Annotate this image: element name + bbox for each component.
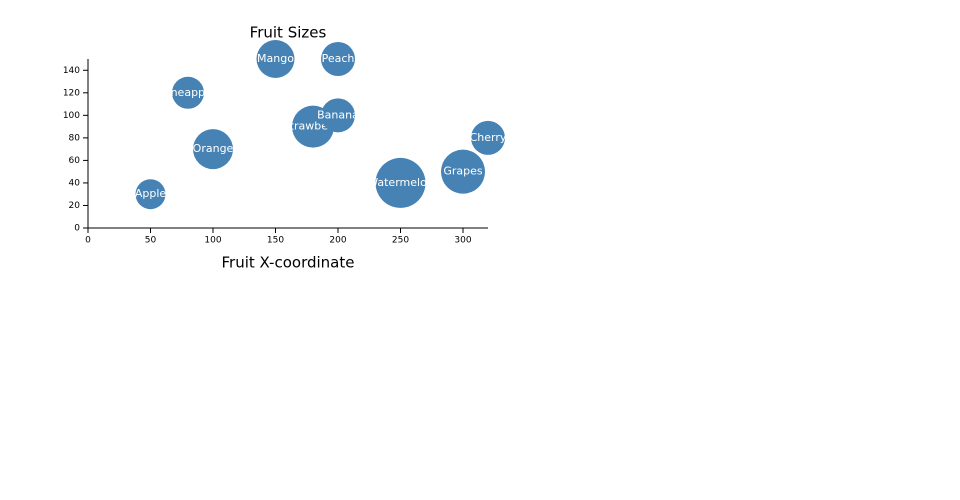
bubble-label: Grapes — [443, 165, 483, 178]
x-tick-label: 50 — [145, 236, 157, 246]
bubble-label: Banana — [317, 108, 359, 121]
bubble — [471, 120, 505, 155]
bubble-label: Mango — [257, 52, 294, 65]
y-tick-label: 100 — [63, 111, 80, 121]
y-tick-label: 60 — [69, 156, 81, 166]
y-tick-label: 20 — [69, 201, 81, 211]
x-tick-label: 0 — [85, 236, 91, 246]
bubble-label: Orange — [193, 142, 234, 155]
y-tick-label: 0 — [74, 224, 80, 234]
y-tick-label: 120 — [63, 88, 80, 98]
y-tick-label: 80 — [69, 133, 81, 143]
x-tick-label: 100 — [204, 236, 221, 246]
bubble-label: Cherry — [470, 131, 507, 144]
bubble — [375, 157, 426, 208]
chart-title: Fruit Sizes — [250, 24, 327, 42]
y-tick-label: 140 — [63, 66, 80, 76]
x-tick-label: 250 — [392, 236, 409, 246]
bubble — [321, 42, 355, 76]
x-tick-label: 300 — [454, 236, 471, 246]
bubble — [135, 179, 166, 210]
bubble-label: Apple — [135, 187, 167, 200]
bubble — [172, 76, 204, 109]
bubble-label: Pineapple — [161, 86, 215, 99]
bubble-label: Peach — [322, 52, 355, 65]
bubble — [441, 149, 485, 194]
bubble — [193, 129, 233, 170]
bubble-label: Watermelon — [367, 176, 434, 189]
bubble — [256, 40, 295, 78]
x-axis-label: Fruit X-coordinate — [222, 254, 355, 272]
y-tick-label: 40 — [69, 178, 81, 188]
x-tick-label: 200 — [329, 236, 346, 246]
bubble — [321, 98, 355, 133]
x-tick-label: 150 — [267, 236, 284, 246]
